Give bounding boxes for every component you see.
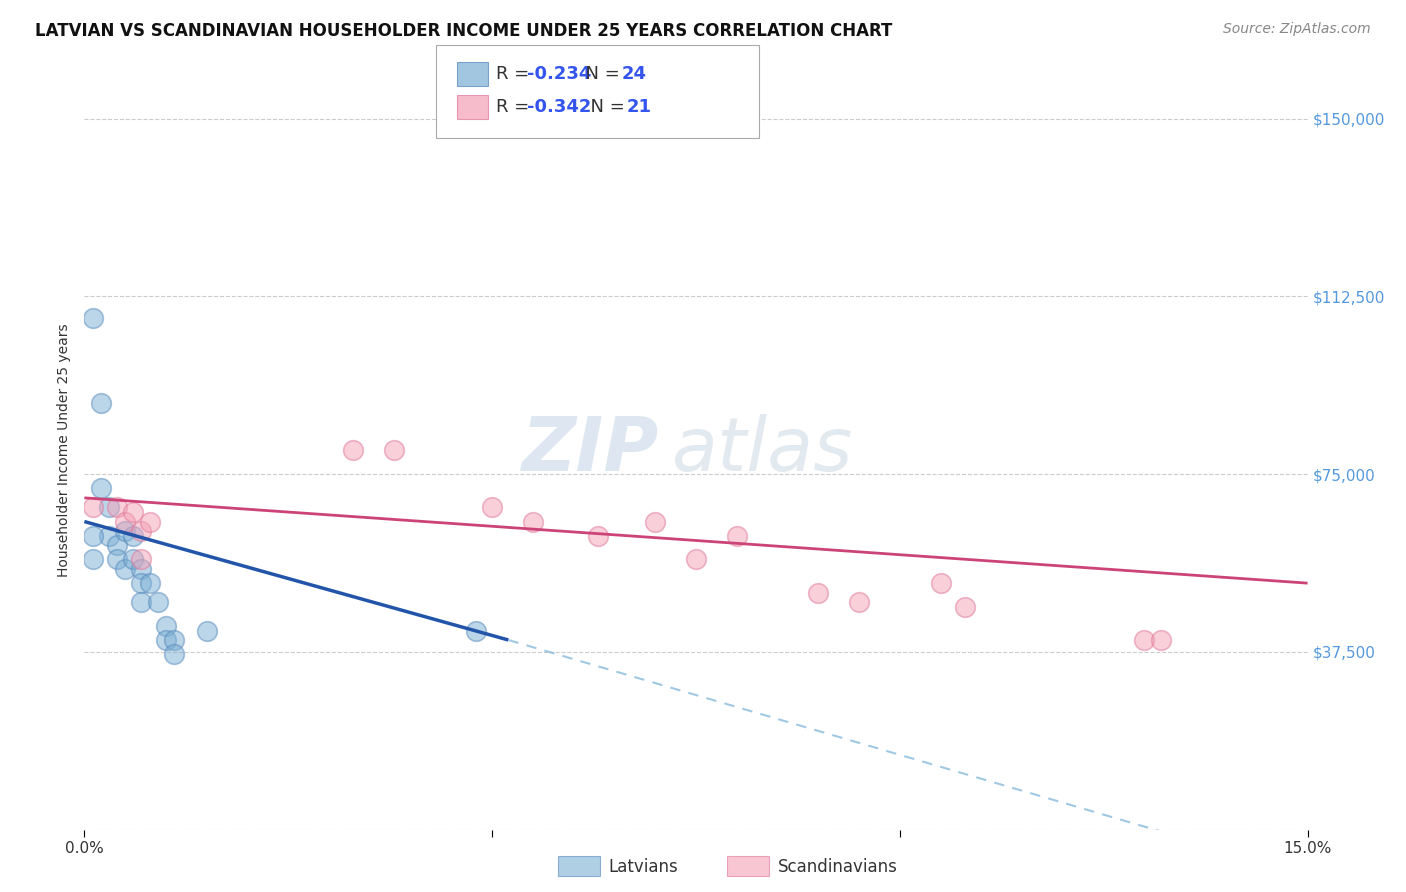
Text: 24: 24 (621, 65, 647, 83)
Text: -0.342: -0.342 (527, 98, 592, 116)
Point (807, 585, 830, 599)
Point (122, 529, 145, 543)
Point (138, 515, 160, 529)
Text: 21: 21 (627, 98, 652, 116)
Text: atlas: atlas (672, 415, 853, 486)
Point (114, 515, 136, 529)
Point (114, 562, 136, 576)
Point (155, 633, 177, 648)
Point (464, 624, 486, 638)
Point (122, 505, 145, 519)
Text: LATVIAN VS SCANDINAVIAN HOUSEHOLDER INCOME UNDER 25 YEARS CORRELATION CHART: LATVIAN VS SCANDINAVIAN HOUSEHOLDER INCO… (35, 22, 893, 40)
Point (644, 515, 666, 529)
Point (163, 633, 186, 648)
Point (105, 500, 128, 515)
Point (522, 515, 544, 529)
Text: Scandinavians: Scandinavians (778, 858, 897, 876)
Y-axis label: Householder Income Under 25 years: Householder Income Under 25 years (58, 324, 72, 577)
Point (114, 524, 136, 538)
Point (195, 624, 218, 638)
Point (929, 576, 952, 591)
Point (131, 552, 153, 566)
Point (1150, 633, 1173, 648)
Point (131, 562, 153, 576)
Point (90, 482, 112, 496)
Point (953, 599, 976, 614)
Text: -0.234: -0.234 (527, 65, 592, 83)
Point (97, 500, 120, 515)
Point (848, 595, 870, 609)
Text: ZIP: ZIP (522, 414, 659, 487)
Point (122, 552, 145, 566)
Point (342, 443, 364, 458)
Point (131, 595, 153, 609)
Text: Latvians: Latvians (609, 858, 679, 876)
Point (131, 524, 153, 538)
Point (382, 443, 405, 458)
Point (685, 552, 707, 566)
Point (481, 500, 503, 515)
Point (105, 538, 128, 552)
Point (138, 576, 160, 591)
Point (82, 500, 104, 515)
Point (586, 529, 609, 543)
Point (82, 552, 104, 566)
Point (1133, 633, 1156, 648)
Point (90, 396, 112, 410)
Point (146, 595, 169, 609)
Point (105, 552, 128, 566)
Point (82, 310, 104, 325)
Point (131, 576, 153, 591)
Point (155, 619, 177, 633)
Text: N =: N = (579, 98, 631, 116)
Text: Source: ZipAtlas.com: Source: ZipAtlas.com (1223, 22, 1371, 37)
Point (82, 529, 104, 543)
Point (97, 529, 120, 543)
Point (163, 647, 186, 661)
Text: R =: R = (496, 65, 536, 83)
Text: N =: N = (574, 65, 626, 83)
Point (725, 529, 748, 543)
Text: R =: R = (496, 98, 536, 116)
